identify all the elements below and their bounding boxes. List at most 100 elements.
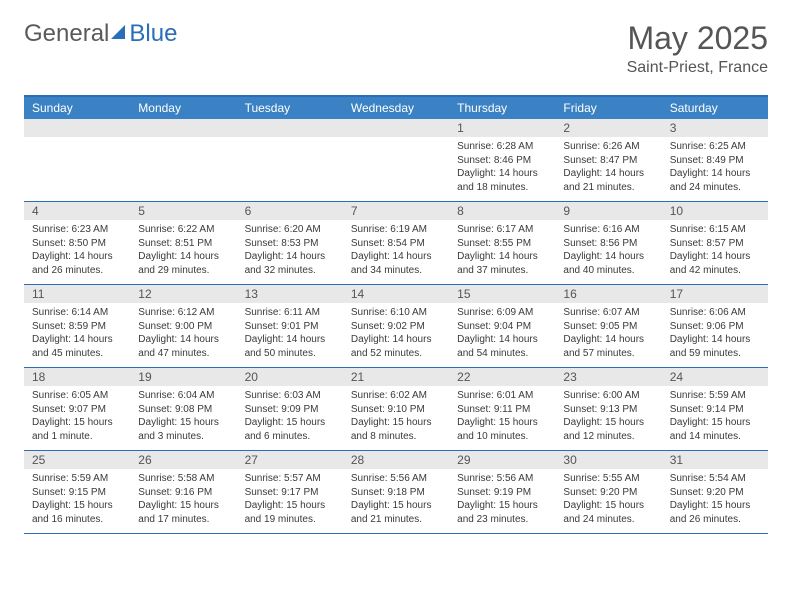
day-content: Sunrise: 5:58 AMSunset: 9:16 PMDaylight:… (130, 469, 236, 529)
sunrise-text: Sunrise: 6:25 AM (670, 140, 760, 154)
sunset-text: Sunset: 9:06 PM (670, 320, 760, 334)
sunset-text: Sunset: 9:09 PM (245, 403, 335, 417)
sunset-text: Sunset: 9:11 PM (457, 403, 547, 417)
day-number (24, 119, 130, 137)
day-number: 12 (130, 285, 236, 303)
sunset-text: Sunset: 9:10 PM (351, 403, 441, 417)
day-number: 27 (237, 451, 343, 469)
day-content: Sunrise: 5:59 AMSunset: 9:15 PMDaylight:… (24, 469, 130, 529)
daylight-text: Daylight: 15 hours and 24 minutes. (563, 499, 653, 526)
sunrise-text: Sunrise: 6:22 AM (138, 223, 228, 237)
day-cell: 4Sunrise: 6:23 AMSunset: 8:50 PMDaylight… (24, 202, 130, 284)
day-headers: SundayMondayTuesdayWednesdayThursdayFrid… (24, 97, 768, 119)
day-content (24, 137, 130, 143)
day-cell (237, 119, 343, 201)
day-cell: 15Sunrise: 6:09 AMSunset: 9:04 PMDayligh… (449, 285, 555, 367)
daylight-text: Daylight: 14 hours and 40 minutes. (563, 250, 653, 277)
day-cell: 9Sunrise: 6:16 AMSunset: 8:56 PMDaylight… (555, 202, 661, 284)
week-row: 18Sunrise: 6:05 AMSunset: 9:07 PMDayligh… (24, 368, 768, 451)
sunset-text: Sunset: 8:50 PM (32, 237, 122, 251)
day-header: Monday (130, 97, 236, 119)
weeks-container: 1Sunrise: 6:28 AMSunset: 8:46 PMDaylight… (24, 119, 768, 534)
day-cell: 13Sunrise: 6:11 AMSunset: 9:01 PMDayligh… (237, 285, 343, 367)
location: Saint-Priest, France (627, 59, 768, 77)
logo: General Blue (24, 20, 177, 48)
sunrise-text: Sunrise: 5:59 AM (32, 472, 122, 486)
day-cell: 11Sunrise: 6:14 AMSunset: 8:59 PMDayligh… (24, 285, 130, 367)
sunset-text: Sunset: 9:13 PM (563, 403, 653, 417)
day-cell: 26Sunrise: 5:58 AMSunset: 9:16 PMDayligh… (130, 451, 236, 533)
sunset-text: Sunset: 9:05 PM (563, 320, 653, 334)
day-content: Sunrise: 5:56 AMSunset: 9:18 PMDaylight:… (343, 469, 449, 529)
day-content: Sunrise: 6:10 AMSunset: 9:02 PMDaylight:… (343, 303, 449, 363)
day-content: Sunrise: 6:02 AMSunset: 9:10 PMDaylight:… (343, 386, 449, 446)
day-number: 19 (130, 368, 236, 386)
day-content: Sunrise: 6:15 AMSunset: 8:57 PMDaylight:… (662, 220, 768, 280)
day-number: 2 (555, 119, 661, 137)
day-content: Sunrise: 6:05 AMSunset: 9:07 PMDaylight:… (24, 386, 130, 446)
week-row: 11Sunrise: 6:14 AMSunset: 8:59 PMDayligh… (24, 285, 768, 368)
day-cell (24, 119, 130, 201)
daylight-text: Daylight: 15 hours and 17 minutes. (138, 499, 228, 526)
day-content: Sunrise: 6:12 AMSunset: 9:00 PMDaylight:… (130, 303, 236, 363)
day-cell: 17Sunrise: 6:06 AMSunset: 9:06 PMDayligh… (662, 285, 768, 367)
day-cell: 28Sunrise: 5:56 AMSunset: 9:18 PMDayligh… (343, 451, 449, 533)
day-content: Sunrise: 6:20 AMSunset: 8:53 PMDaylight:… (237, 220, 343, 280)
sunrise-text: Sunrise: 5:58 AM (138, 472, 228, 486)
sunset-text: Sunset: 9:18 PM (351, 486, 441, 500)
sunset-text: Sunset: 8:55 PM (457, 237, 547, 251)
day-cell: 16Sunrise: 6:07 AMSunset: 9:05 PMDayligh… (555, 285, 661, 367)
calendar: SundayMondayTuesdayWednesdayThursdayFrid… (24, 95, 768, 534)
sunrise-text: Sunrise: 6:09 AM (457, 306, 547, 320)
day-cell: 18Sunrise: 6:05 AMSunset: 9:07 PMDayligh… (24, 368, 130, 450)
day-number: 10 (662, 202, 768, 220)
day-number: 3 (662, 119, 768, 137)
sunset-text: Sunset: 8:46 PM (457, 154, 547, 168)
daylight-text: Daylight: 14 hours and 47 minutes. (138, 333, 228, 360)
day-content: Sunrise: 6:07 AMSunset: 9:05 PMDaylight:… (555, 303, 661, 363)
day-content: Sunrise: 6:04 AMSunset: 9:08 PMDaylight:… (130, 386, 236, 446)
day-number: 4 (24, 202, 130, 220)
day-number: 23 (555, 368, 661, 386)
day-number: 30 (555, 451, 661, 469)
sunset-text: Sunset: 9:15 PM (32, 486, 122, 500)
day-number (237, 119, 343, 137)
sunrise-text: Sunrise: 5:55 AM (563, 472, 653, 486)
logo-triangle-icon (111, 25, 125, 39)
daylight-text: Daylight: 14 hours and 37 minutes. (457, 250, 547, 277)
sunrise-text: Sunrise: 6:03 AM (245, 389, 335, 403)
day-cell: 29Sunrise: 5:56 AMSunset: 9:19 PMDayligh… (449, 451, 555, 533)
sunset-text: Sunset: 9:04 PM (457, 320, 547, 334)
day-content: Sunrise: 6:03 AMSunset: 9:09 PMDaylight:… (237, 386, 343, 446)
day-header: Thursday (449, 97, 555, 119)
daylight-text: Daylight: 14 hours and 29 minutes. (138, 250, 228, 277)
day-cell: 19Sunrise: 6:04 AMSunset: 9:08 PMDayligh… (130, 368, 236, 450)
sunset-text: Sunset: 9:16 PM (138, 486, 228, 500)
week-row: 4Sunrise: 6:23 AMSunset: 8:50 PMDaylight… (24, 202, 768, 285)
daylight-text: Daylight: 14 hours and 52 minutes. (351, 333, 441, 360)
week-row: 1Sunrise: 6:28 AMSunset: 8:46 PMDaylight… (24, 119, 768, 202)
sunrise-text: Sunrise: 6:20 AM (245, 223, 335, 237)
daylight-text: Daylight: 15 hours and 10 minutes. (457, 416, 547, 443)
day-number: 26 (130, 451, 236, 469)
sunrise-text: Sunrise: 5:59 AM (670, 389, 760, 403)
day-number: 7 (343, 202, 449, 220)
daylight-text: Daylight: 14 hours and 45 minutes. (32, 333, 122, 360)
sunrise-text: Sunrise: 6:02 AM (351, 389, 441, 403)
day-content: Sunrise: 6:00 AMSunset: 9:13 PMDaylight:… (555, 386, 661, 446)
header: General Blue May 2025 Saint-Priest, Fran… (24, 20, 768, 77)
sunrise-text: Sunrise: 6:05 AM (32, 389, 122, 403)
day-content (130, 137, 236, 143)
day-content (343, 137, 449, 143)
logo-text-blue: Blue (129, 20, 177, 48)
day-content: Sunrise: 6:14 AMSunset: 8:59 PMDaylight:… (24, 303, 130, 363)
day-cell: 5Sunrise: 6:22 AMSunset: 8:51 PMDaylight… (130, 202, 236, 284)
daylight-text: Daylight: 14 hours and 18 minutes. (457, 167, 547, 194)
day-content: Sunrise: 5:56 AMSunset: 9:19 PMDaylight:… (449, 469, 555, 529)
daylight-text: Daylight: 15 hours and 14 minutes. (670, 416, 760, 443)
day-cell: 10Sunrise: 6:15 AMSunset: 8:57 PMDayligh… (662, 202, 768, 284)
sunrise-text: Sunrise: 5:54 AM (670, 472, 760, 486)
day-number: 28 (343, 451, 449, 469)
sunset-text: Sunset: 9:08 PM (138, 403, 228, 417)
day-header: Friday (555, 97, 661, 119)
